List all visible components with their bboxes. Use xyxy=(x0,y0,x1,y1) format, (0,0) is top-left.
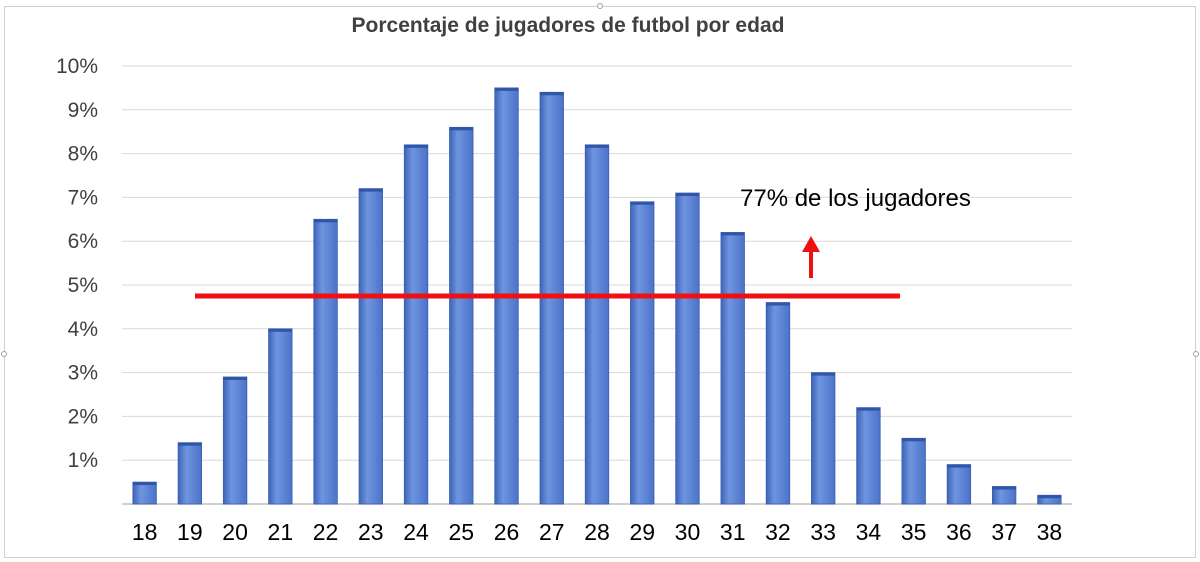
bar-top-edge xyxy=(223,376,247,380)
bar-top-edge xyxy=(494,87,519,91)
bar-top-edge xyxy=(1037,495,1062,499)
x-tick-label: 24 xyxy=(403,519,429,545)
x-tick-label: 31 xyxy=(720,519,746,545)
bar xyxy=(403,144,429,505)
bar xyxy=(132,481,157,505)
x-tick-label: 26 xyxy=(494,519,520,545)
x-tick-label: 37 xyxy=(991,519,1017,545)
resize-handle-top[interactable] xyxy=(597,3,603,9)
bar-top-edge xyxy=(901,438,926,442)
y-tick-label: 10% xyxy=(56,55,98,78)
bar-top-edge xyxy=(268,328,293,332)
bar xyxy=(946,464,972,505)
bar-top-edge xyxy=(675,193,700,197)
bar xyxy=(765,302,791,505)
x-tick-label: 29 xyxy=(629,519,655,545)
bar-top-edge xyxy=(359,188,383,192)
x-axis: 18 19 20 21 22 23 24 25 26 27 28 29 30 31 32 33 34 35 36 37… xyxy=(132,519,1062,545)
resize-handle-left[interactable] xyxy=(1,351,7,357)
x-tick-label: 34 xyxy=(856,519,882,545)
bar-top-edge xyxy=(720,232,745,236)
x-tick-label: 19 xyxy=(177,519,203,545)
x-tick-label: 20 xyxy=(222,519,248,545)
bar xyxy=(856,407,881,505)
annotation-text: 77% de los jugadores xyxy=(740,185,971,212)
y-tick-label: 1% xyxy=(68,449,98,472)
x-tick-label: 30 xyxy=(675,519,701,545)
x-tick-label: 36 xyxy=(946,519,972,545)
x-tick-label: 22 xyxy=(313,519,339,545)
arrow-up-icon xyxy=(802,236,820,252)
bar xyxy=(177,442,203,505)
bar xyxy=(358,188,383,505)
bar-top-edge xyxy=(947,464,971,468)
bar xyxy=(675,192,700,505)
y-tick-label: 4% xyxy=(68,318,98,341)
x-tick-label: 35 xyxy=(901,519,927,545)
x-tick-label: 32 xyxy=(765,519,791,545)
x-tick-label: 21 xyxy=(268,519,294,545)
bar-top-edge xyxy=(585,144,609,148)
y-tick-label: 8% xyxy=(68,143,98,166)
bar-top-edge xyxy=(766,302,790,306)
y-tick-label: 2% xyxy=(68,405,98,428)
y-tick-label: 5% xyxy=(68,274,98,297)
bar xyxy=(720,232,745,505)
bar-top-edge xyxy=(313,219,338,223)
bar xyxy=(313,218,338,505)
annotation: 77% de los jugadores xyxy=(195,185,971,299)
x-tick-label: 25 xyxy=(448,519,474,545)
bar-top-edge xyxy=(404,144,428,148)
x-tick-label: 27 xyxy=(539,519,565,545)
y-tick-label: 3% xyxy=(68,362,98,385)
bar-top-edge xyxy=(178,442,202,446)
bar xyxy=(268,328,293,505)
bar xyxy=(584,144,610,505)
bar-top-edge xyxy=(132,482,157,486)
bar-top-edge xyxy=(449,127,474,131)
x-tick-label: 18 xyxy=(132,519,158,545)
bar-top-edge xyxy=(856,407,881,411)
y-tick-label: 9% xyxy=(68,99,98,122)
bar xyxy=(901,437,926,505)
bar-top-edge xyxy=(540,92,564,96)
bar-top-edge xyxy=(992,486,1016,490)
resize-handle-right[interactable] xyxy=(1193,351,1199,357)
x-tick-label: 38 xyxy=(1037,519,1063,545)
bar xyxy=(630,201,655,505)
bar xyxy=(811,372,836,505)
bar-top-edge xyxy=(811,372,835,376)
bar xyxy=(449,126,474,505)
x-tick-label: 23 xyxy=(358,519,384,545)
x-tick-label: 28 xyxy=(584,519,610,545)
x-tick-label: 33 xyxy=(810,519,836,545)
bar xyxy=(222,376,248,505)
y-tick-label: 7% xyxy=(68,186,98,209)
y-tick-label: 6% xyxy=(68,230,98,253)
chart-title: Porcentaje de jugadores de futbol por ed… xyxy=(352,14,785,37)
y-axis: 1% 2% 3% 4% 5% 6% 7% 8% 9% 10% xyxy=(56,55,98,472)
bar-top-edge xyxy=(630,201,654,205)
